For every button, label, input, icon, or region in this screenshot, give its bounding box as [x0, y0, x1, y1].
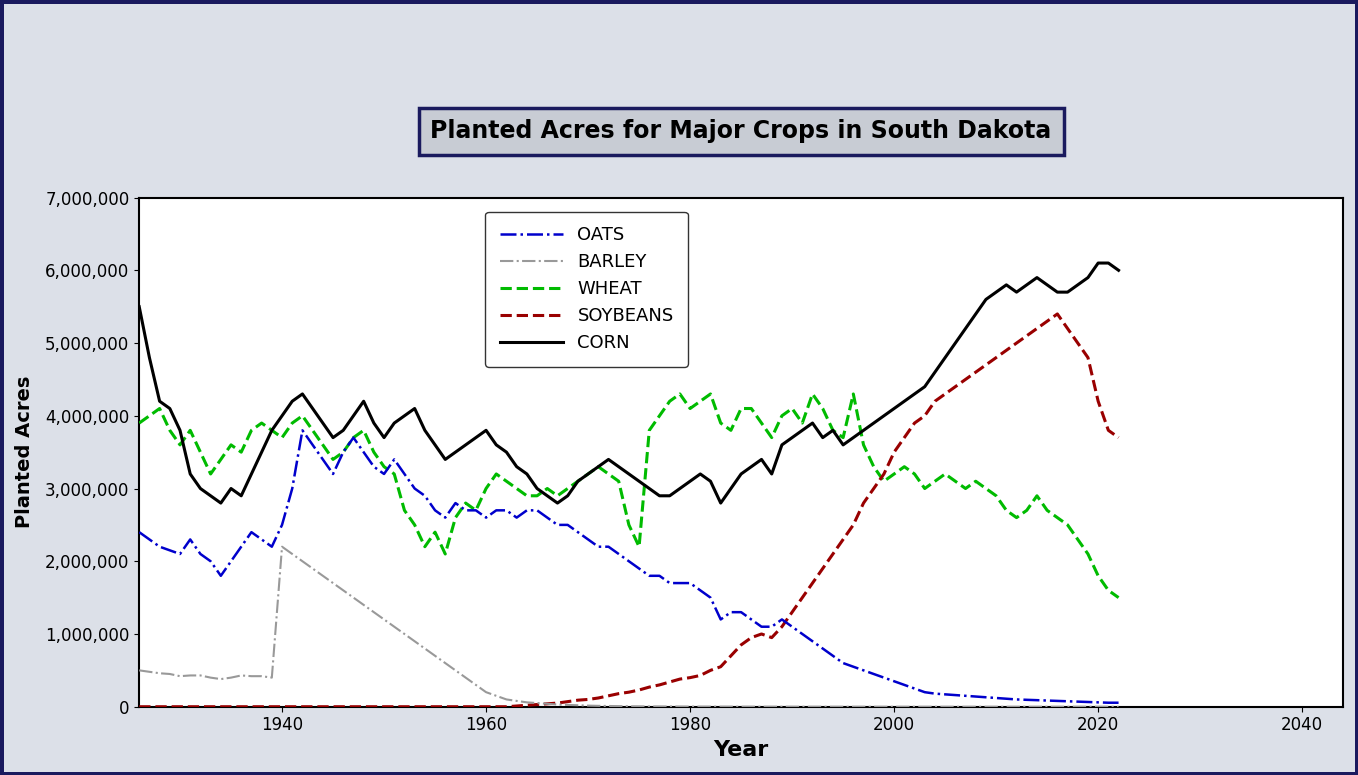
X-axis label: Year: Year: [713, 740, 769, 760]
Text: Planted Acres for Major Crops in South Dakota: Planted Acres for Major Crops in South D…: [430, 119, 1051, 143]
Y-axis label: Planted Acres: Planted Acres: [15, 376, 34, 529]
Legend: OATS, BARLEY, WHEAT, SOYBEANS, CORN: OATS, BARLEY, WHEAT, SOYBEANS, CORN: [485, 212, 689, 367]
